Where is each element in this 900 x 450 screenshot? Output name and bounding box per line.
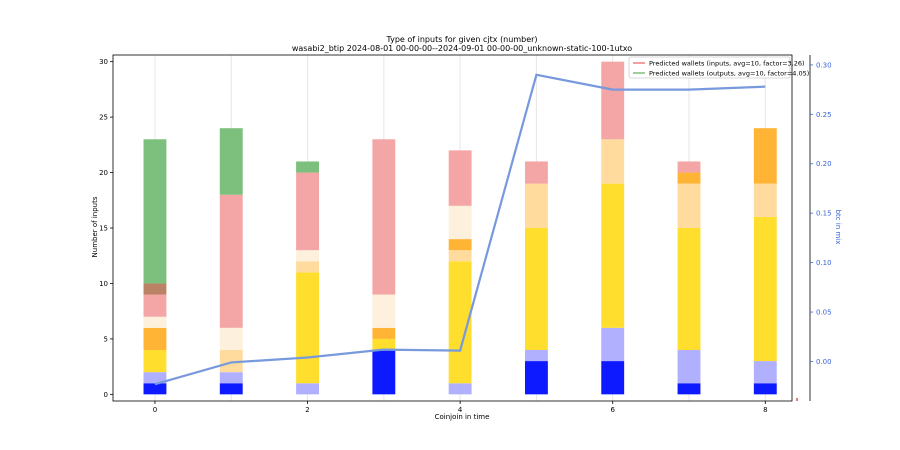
x-tick-label: 0 (153, 406, 157, 414)
y-tick-label: 0 (104, 391, 108, 399)
bar-segment-brown (143, 283, 167, 295)
bar-segment-gold (372, 338, 396, 350)
x-axis-label: Coinjoin in time (435, 413, 490, 421)
x-tick-label: 4 (458, 406, 463, 414)
bar-segment-orange (372, 327, 396, 339)
y2-tick-label: 0.05 (816, 309, 832, 317)
bar-segment-lightblue (296, 383, 319, 395)
y2-tick-label: 0.10 (816, 259, 832, 267)
legend-label: Predicted wallets (inputs, avg=10, facto… (649, 60, 805, 68)
bar-segment-lightblue (677, 349, 701, 384)
btc-in-mix-line (154, 73, 766, 386)
chart-subtitle: wasabi2_btip 2024-08-01 00-00-00--2024-0… (292, 44, 632, 53)
bar-segment-blue (524, 361, 548, 395)
x-tick-label: 8 (763, 406, 767, 414)
bar-segment-blue (677, 383, 701, 395)
x-tick-label: 6 (610, 406, 615, 414)
bar-segment-orange (448, 239, 472, 251)
bar-segment-lightblue (524, 349, 548, 362)
bar-segment-green (143, 139, 167, 284)
secondary-y-axis-label: btc in mix (834, 210, 842, 245)
bar-segment-blue (219, 383, 243, 395)
bar-segment-green (296, 161, 319, 173)
y2-tick-label: 0.30 (816, 61, 832, 69)
bar-segment-lightorange (219, 349, 243, 373)
bar-segment-lightorange (753, 183, 777, 217)
x-tick-label: 2 (305, 406, 309, 414)
bar-segment-lightblue (601, 327, 625, 362)
y-tick-label: 25 (99, 114, 108, 122)
bar-segment-lightorange (448, 250, 472, 262)
bar-segment-gold (753, 216, 777, 362)
bar-segment-pink (372, 139, 396, 295)
bar-segment-orange (677, 172, 701, 184)
bar-segment-blue (143, 383, 167, 395)
bar-segment-blue (372, 349, 396, 395)
bar-segment-blue (601, 361, 625, 395)
bar-segment-lightorange (296, 261, 319, 273)
bar-segment-pink (601, 61, 625, 140)
y-tick-label: 5 (104, 335, 108, 343)
bar-segment-pink (524, 161, 548, 184)
bar-segment-pink (219, 194, 243, 328)
bar-segment-lightblue (143, 372, 167, 384)
y2-tick-label: 0.20 (816, 160, 832, 168)
bar-segment-cream (143, 316, 167, 328)
bar-segment-lightblue (448, 383, 472, 395)
bar-segment-green (219, 128, 243, 195)
y-tick-label: 10 (99, 280, 108, 288)
legend-box (628, 56, 791, 79)
bar-segment-lightorange (601, 139, 625, 184)
y2-tick-label: 0.00 (816, 358, 832, 366)
bar-segment-gold (143, 349, 167, 373)
y-axis-label: Number of inputs (91, 196, 99, 257)
bar-segment-gold (296, 272, 319, 384)
bar-segment-lightorange (524, 183, 548, 228)
bar-segment-cream (372, 294, 396, 328)
legend: Predicted wallets (inputs, avg=10, facto… (628, 56, 809, 79)
plot-area: 0 2 4 6 8 0 5 10 15 20 25 30 0.00 0.05 0.10 0.15 0.20 0.2… (99, 54, 832, 414)
bar-segment-orange (753, 128, 777, 184)
bar-segment-pink (677, 161, 701, 173)
y2-tick-label: 0.25 (816, 111, 832, 119)
bar-segment-lightblue (219, 372, 243, 384)
bar-segment-gold (524, 228, 548, 350)
bar-segment-gold (677, 228, 701, 350)
bar-segment-pink (143, 294, 167, 317)
bar-segment-blue (753, 383, 777, 395)
bar-segment-cream (219, 327, 243, 350)
chart-title: Type of inputs for given cjtx (number) (385, 35, 537, 44)
bar-segment-pink (448, 150, 472, 206)
bar-segment-cream (448, 205, 472, 240)
bar-segment-pink (296, 172, 319, 251)
bar-segment-lightorange (677, 183, 701, 228)
bar-segment-cream (296, 250, 319, 262)
y2-tick-label: 0.15 (816, 210, 832, 218)
legend-label: Predicted wallets (outputs, avg=10, fact… (649, 70, 809, 78)
bar-segment-lightblue (753, 361, 777, 384)
y-tick-label: 30 (99, 58, 108, 66)
bar-segment-orange (143, 327, 167, 350)
y-tick-label: 20 (99, 169, 108, 177)
bar-segment-gold (448, 261, 472, 384)
bar-segment-gold (601, 183, 625, 328)
y-tick-label: 15 (99, 225, 108, 233)
